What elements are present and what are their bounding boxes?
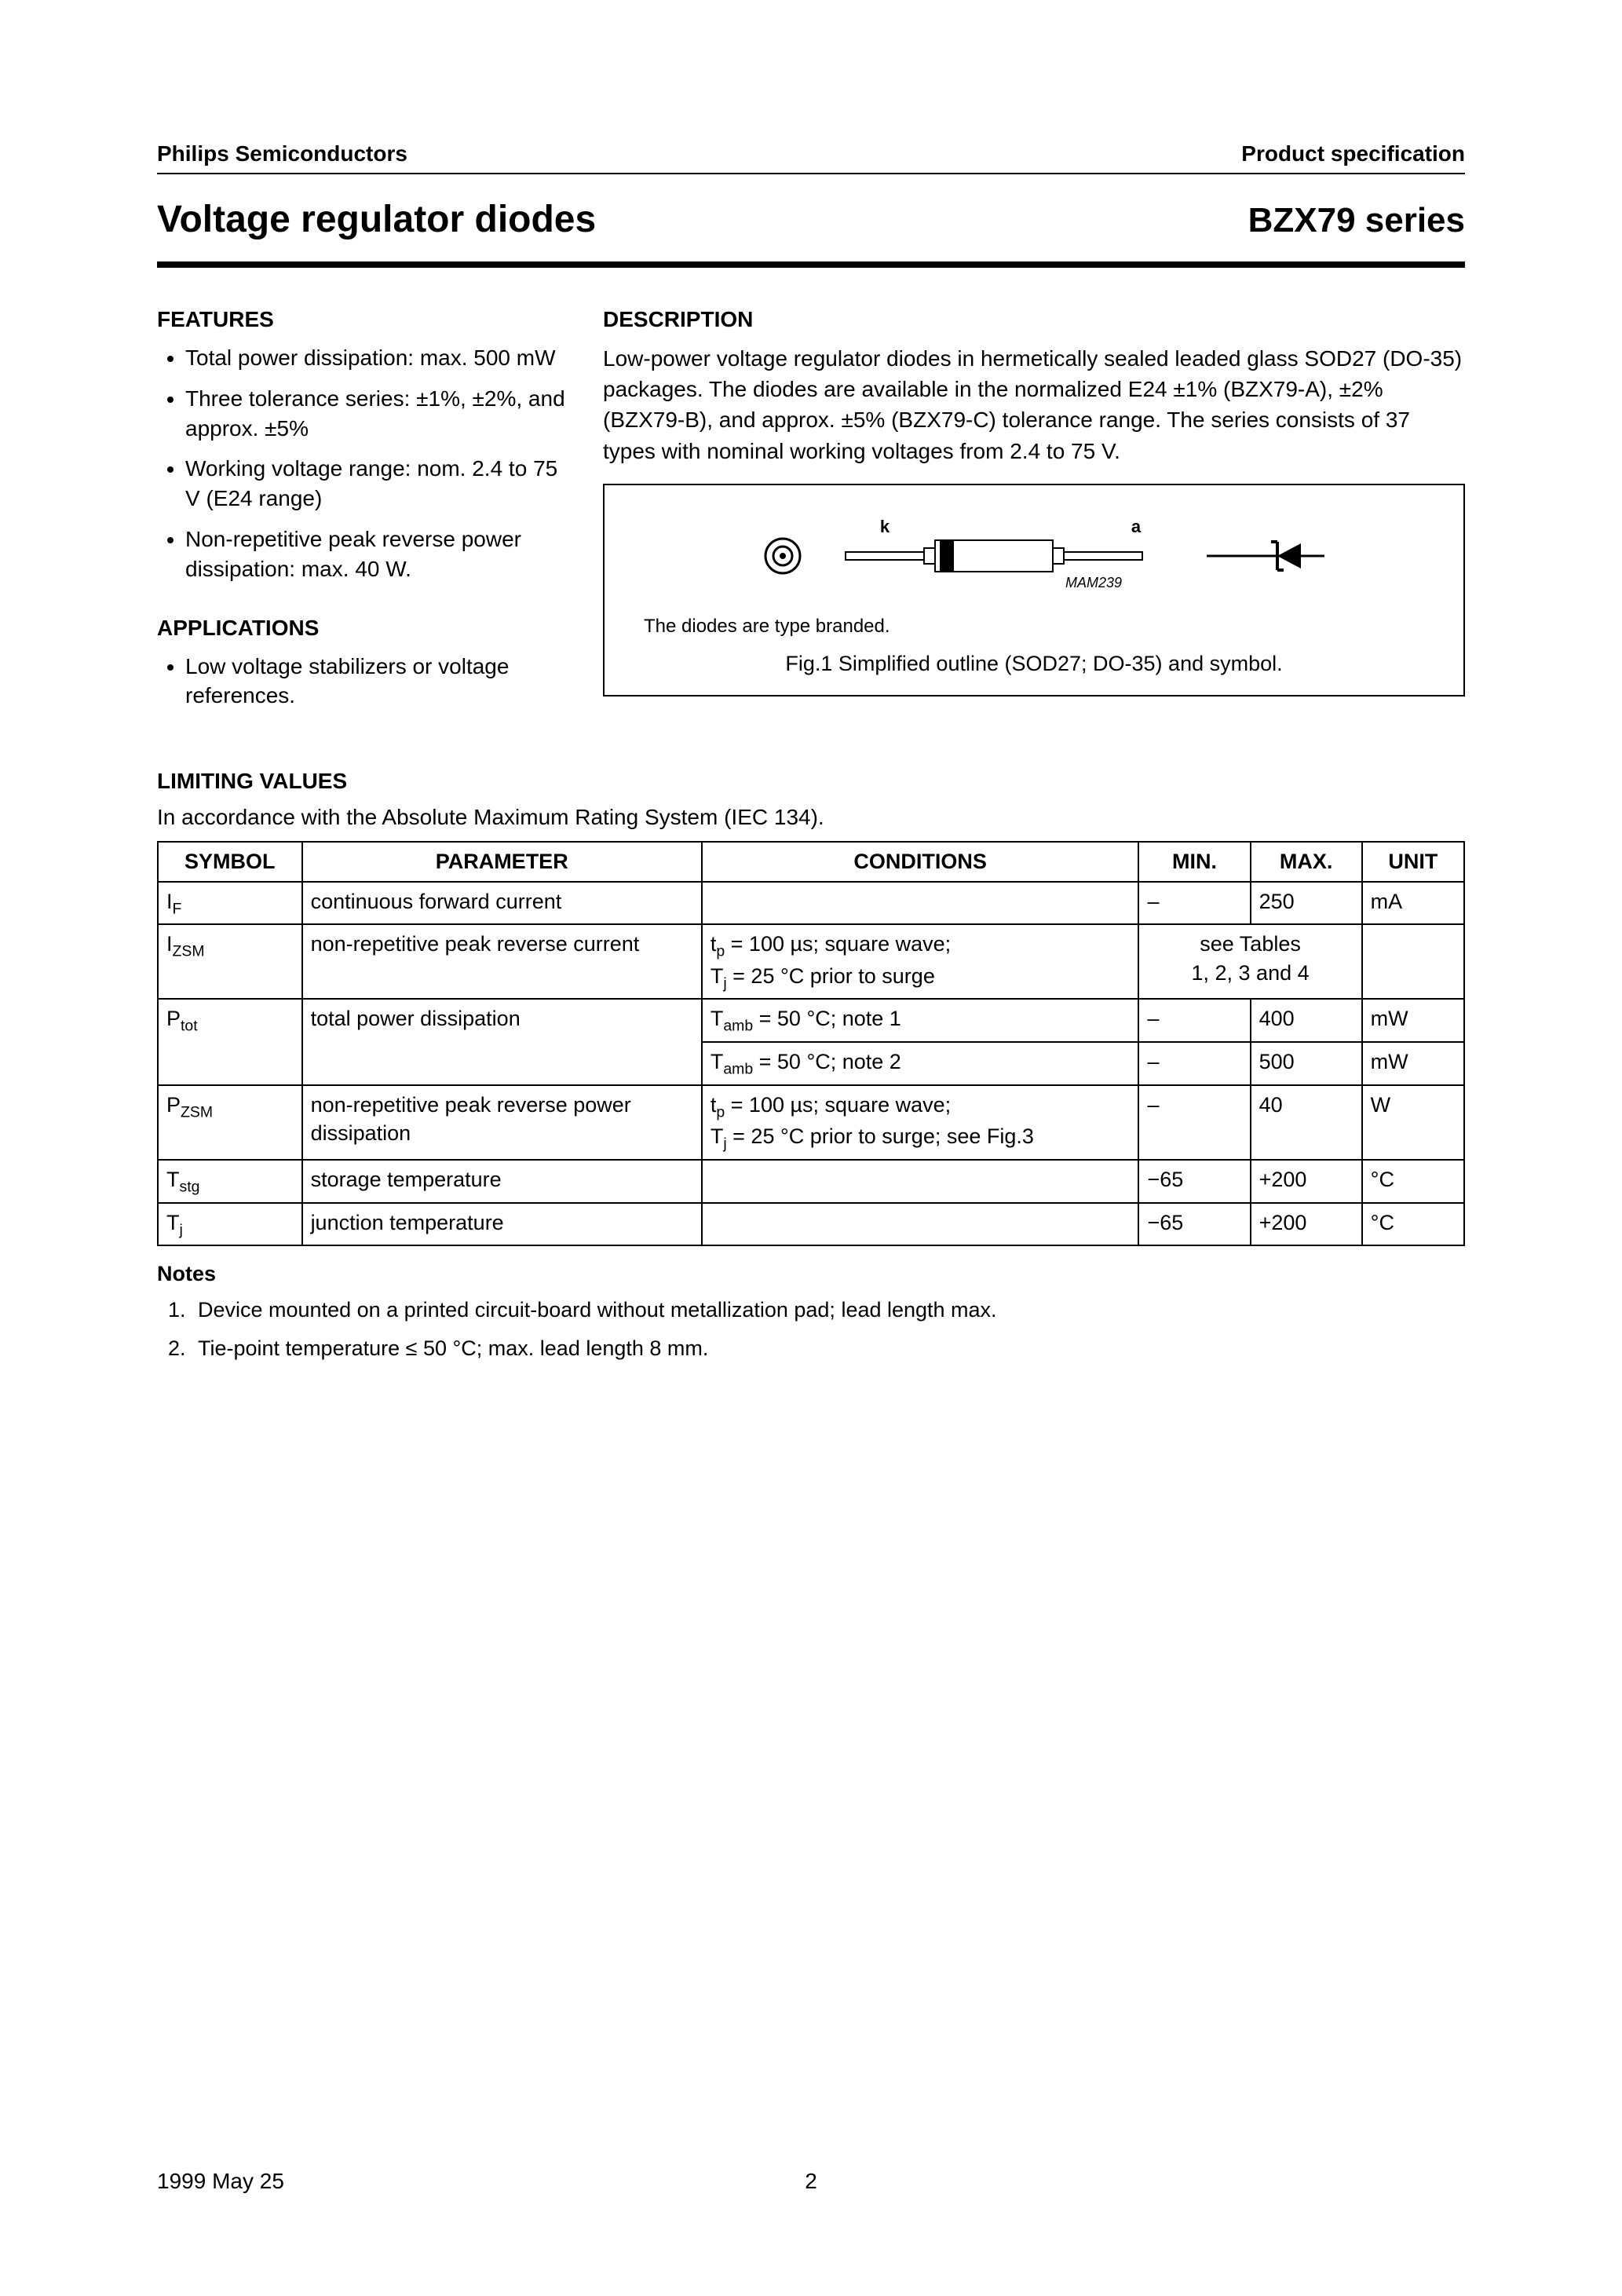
cell-conditions xyxy=(702,1160,1139,1203)
cell-min: −65 xyxy=(1138,1203,1250,1246)
diode-diagram-svg: k a xyxy=(728,509,1340,595)
cell-unit: W xyxy=(1362,1085,1464,1160)
col-max: MAX. xyxy=(1251,842,1362,881)
list-item: Device mounted on a printed circuit-boar… xyxy=(192,1296,1465,1324)
cell-conditions: Tamb = 50 °C; note 1 xyxy=(702,999,1139,1042)
features-heading: FEATURES xyxy=(157,307,565,332)
cell-symbol: IF xyxy=(158,882,302,925)
description-heading: DESCRIPTION xyxy=(603,307,1465,332)
cell-unit: mA xyxy=(1362,882,1464,925)
cell-parameter: continuous forward current xyxy=(302,882,702,925)
col-conditions: CONDITIONS xyxy=(702,842,1139,881)
cell-unit: °C xyxy=(1362,1203,1464,1246)
cell-symbol: IZSM xyxy=(158,924,302,999)
cell-max: 400 xyxy=(1251,999,1362,1042)
list-item: Tie-point temperature ≤ 50 °C; max. lead… xyxy=(192,1334,1465,1362)
cell-parameter: non-repetitive peak reverse power dissip… xyxy=(302,1085,702,1160)
cell-symbol: Tstg xyxy=(158,1160,302,1203)
footer-date: 1999 May 25 xyxy=(157,2169,284,2194)
page-footer: 1999 May 25 2 xyxy=(157,2169,1465,2194)
cell-parameter: storage temperature xyxy=(302,1160,702,1203)
figure1-caption: Fig.1 Simplified outline (SOD27; DO-35) … xyxy=(628,652,1440,676)
header-doctype: Product specification xyxy=(1241,141,1465,166)
cell-unit: mW xyxy=(1362,999,1464,1042)
cell-max: 40 xyxy=(1251,1085,1362,1160)
col-unit: UNIT xyxy=(1362,842,1464,881)
col-parameter: PARAMETER xyxy=(302,842,702,881)
figure1-note: The diodes are type branded. xyxy=(644,616,1440,638)
features-list: Total power dissipation: max. 500 mW Thr… xyxy=(157,343,565,584)
col-min: MIN. xyxy=(1138,842,1250,881)
cell-conditions: tp = 100 µs; square wave;Tj = 25 °C prio… xyxy=(702,924,1139,999)
cell-symbol: Ptot xyxy=(158,999,302,1084)
notes-heading: Notes xyxy=(157,1262,1465,1286)
cell-min: – xyxy=(1138,999,1250,1042)
limiting-subtext: In accordance with the Absolute Maximum … xyxy=(157,805,1465,830)
cell-max: +200 xyxy=(1251,1203,1362,1246)
cell-unit: °C xyxy=(1362,1160,1464,1203)
col-symbol: SYMBOL xyxy=(158,842,302,881)
applications-list: Low voltage stabilizers or voltage refer… xyxy=(157,652,565,711)
fig-code: MAM239 xyxy=(1065,575,1122,590)
cell-unit: mW xyxy=(1362,1042,1464,1085)
cell-conditions: Tamb = 50 °C; note 2 xyxy=(702,1042,1139,1085)
table-row: Tstg storage temperature −65 +200 °C xyxy=(158,1160,1464,1203)
cell-parameter: non-repetitive peak reverse current xyxy=(302,924,702,999)
series-title: BZX79 series xyxy=(1248,201,1465,240)
cell-minmax-merged: see Tables1, 2, 3 and 4 xyxy=(1138,924,1361,999)
cell-conditions xyxy=(702,882,1139,925)
cell-parameter: junction temperature xyxy=(302,1203,702,1246)
cell-min: −65 xyxy=(1138,1160,1250,1203)
table-row: Ptot total power dissipation Tamb = 50 °… xyxy=(158,999,1464,1042)
figure1-box: k a xyxy=(603,484,1465,696)
page-title: Voltage regulator diodes xyxy=(157,198,596,241)
cell-min: – xyxy=(1138,1085,1250,1160)
list-item: Non-repetitive peak reverse power dissip… xyxy=(185,525,565,584)
cell-symbol: Tj xyxy=(158,1203,302,1246)
cell-min: – xyxy=(1138,882,1250,925)
fig-label-k: k xyxy=(880,517,890,536)
limiting-values-table: SYMBOL PARAMETER CONDITIONS MIN. MAX. UN… xyxy=(157,841,1465,1246)
header-company: Philips Semiconductors xyxy=(157,141,407,166)
figure1-drawing: k a xyxy=(628,509,1440,595)
cell-symbol: PZSM xyxy=(158,1085,302,1160)
table-row: PZSM non-repetitive peak reverse power d… xyxy=(158,1085,1464,1160)
cell-max: 500 xyxy=(1251,1042,1362,1085)
cell-max: 250 xyxy=(1251,882,1362,925)
cell-unit xyxy=(1362,924,1464,999)
cell-max: +200 xyxy=(1251,1160,1362,1203)
title-rule xyxy=(157,261,1465,268)
list-item: Three tolerance series: ±1%, ±2%, and ap… xyxy=(185,384,565,444)
table-row: Tj junction temperature −65 +200 °C xyxy=(158,1203,1464,1246)
table-row: IZSM non-repetitive peak reverse current… xyxy=(158,924,1464,999)
description-text: Low-power voltage regulator diodes in he… xyxy=(603,343,1465,466)
notes-list: Device mounted on a printed circuit-boar… xyxy=(157,1296,1465,1362)
limiting-heading: LIMITING VALUES xyxy=(157,769,1465,794)
cell-parameter: total power dissipation xyxy=(302,999,702,1084)
footer-page-number: 2 xyxy=(805,2169,817,2194)
cell-conditions xyxy=(702,1203,1139,1246)
table-header-row: SYMBOL PARAMETER CONDITIONS MIN. MAX. UN… xyxy=(158,842,1464,881)
list-item: Total power dissipation: max. 500 mW xyxy=(185,343,565,373)
applications-heading: APPLICATIONS xyxy=(157,616,565,641)
table-row: IF continuous forward current – 250 mA xyxy=(158,882,1464,925)
list-item: Working voltage range: nom. 2.4 to 75 V … xyxy=(185,454,565,514)
list-item: Low voltage stabilizers or voltage refer… xyxy=(185,652,565,711)
cell-min: – xyxy=(1138,1042,1250,1085)
fig-label-a: a xyxy=(1131,517,1142,536)
cell-conditions: tp = 100 µs; square wave;Tj = 25 °C prio… xyxy=(702,1085,1139,1160)
